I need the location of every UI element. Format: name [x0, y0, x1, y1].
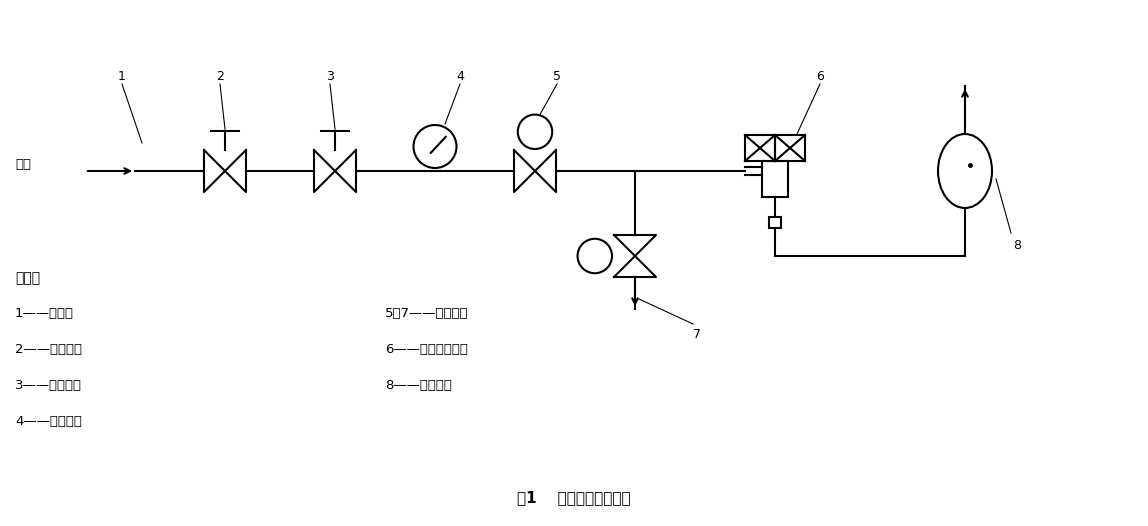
Text: 说明：: 说明： [15, 271, 40, 285]
Text: 5: 5 [553, 70, 561, 83]
Text: 图1    开阀脉冲试验装置: 图1 开阀脉冲试验装置 [518, 491, 630, 505]
Text: 6——被测膨胀阀；: 6——被测膨胀阀； [385, 343, 468, 356]
Text: 7: 7 [693, 328, 701, 341]
Text: 6: 6 [816, 70, 824, 83]
Bar [762, 161, 788, 197]
Text: 3——减压阀；: 3——减压阀； [15, 379, 82, 392]
Text: 3: 3 [326, 70, 334, 83]
Text: 8——流量计。: 8——流量计。 [385, 379, 452, 392]
Bar [769, 217, 781, 228]
Text: 4: 4 [456, 70, 464, 83]
Text: 2: 2 [216, 70, 224, 83]
Text: 2——截止阀；: 2——截止阀； [15, 343, 82, 356]
Text: 1: 1 [118, 70, 126, 83]
Bar [745, 135, 775, 161]
Text: 1——气源；: 1——气源； [15, 307, 73, 320]
Bar [775, 135, 805, 161]
Text: 8: 8 [1013, 239, 1021, 252]
Text: 4——压力表；: 4——压力表； [15, 415, 82, 428]
Text: 气源: 气源 [15, 158, 31, 171]
Text: 5、7——电磁阀；: 5、7——电磁阀； [385, 307, 468, 320]
